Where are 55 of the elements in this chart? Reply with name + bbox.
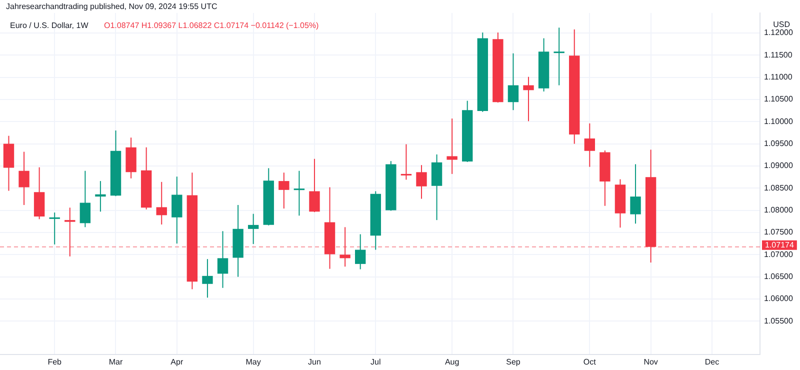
y-tick-label: 1.09000 [764,161,794,170]
candlestick [508,52,519,111]
candlestick [3,135,14,192]
candlestick [630,164,641,224]
candlestick [294,170,305,216]
x-tick-label: Oct [583,357,597,366]
x-tick-label: Jun [308,357,321,366]
candlestick [400,144,412,180]
x-tick-label: Sep [506,357,521,366]
y-tick-label: 1.05500 [764,316,794,326]
candlestick [172,176,182,244]
ref-line-label: 1.07174 [765,240,794,250]
candlestick [340,226,350,268]
y-tick-label: 1.12000 [764,28,794,38]
candlestick [354,234,366,270]
x-tick-label: Feb [48,357,62,366]
y-tick-label: 1.09500 [764,139,794,148]
candlestick [80,170,91,228]
x-tick-label: Nov [644,357,658,366]
candlestick [523,76,534,122]
x-tick-label: Jul [370,357,381,366]
x-tick-label: May [246,357,261,366]
candlestick [278,172,290,210]
y-tick-label: 1.07500 [764,228,794,237]
candlestick [309,158,320,213]
y-axis-title: USD [773,20,790,29]
x-tick-label: Apr [170,357,184,366]
candlestick [202,258,213,298]
candlestick [95,180,106,212]
y-tick-label: 1.07000 [764,250,794,259]
y-tick-label: 1.10500 [764,94,794,104]
text: O1.08747 H1.09367 L1.06822 C1.07174 −0.01142 (−1.05%) [104,21,319,30]
x-tick-label: Mar [108,357,123,366]
candlestick [248,213,259,244]
x-tick-label: Dec [704,357,720,366]
y-tick-label: 1.11000 [764,72,793,82]
candlestick [156,181,167,225]
candlestick [18,151,30,206]
candlestick [431,154,442,221]
candlestick [446,118,458,174]
candlestick [416,164,427,200]
text: Jahresearchandtrading published, Nov 09, 2024 19:55 UTC [6,2,218,11]
candlestick [584,122,596,168]
text: Euro / U.S. Dollar, 1W [10,21,88,30]
x-tick-label: Aug [444,357,460,366]
y-tick-label: 1.11500 [764,50,793,60]
y-tick-label: 1.06000 [764,294,794,304]
y-tick-label: 1.10000 [764,116,794,126]
candlestick [64,207,76,257]
candlestick [49,212,60,245]
candlestick [217,230,228,288]
y-tick-label: 1.06500 [764,272,794,282]
y-tick-label: 1.08000 [764,206,794,215]
y-tick-label: 1.08500 [764,183,794,192]
candlestick [554,27,564,86]
